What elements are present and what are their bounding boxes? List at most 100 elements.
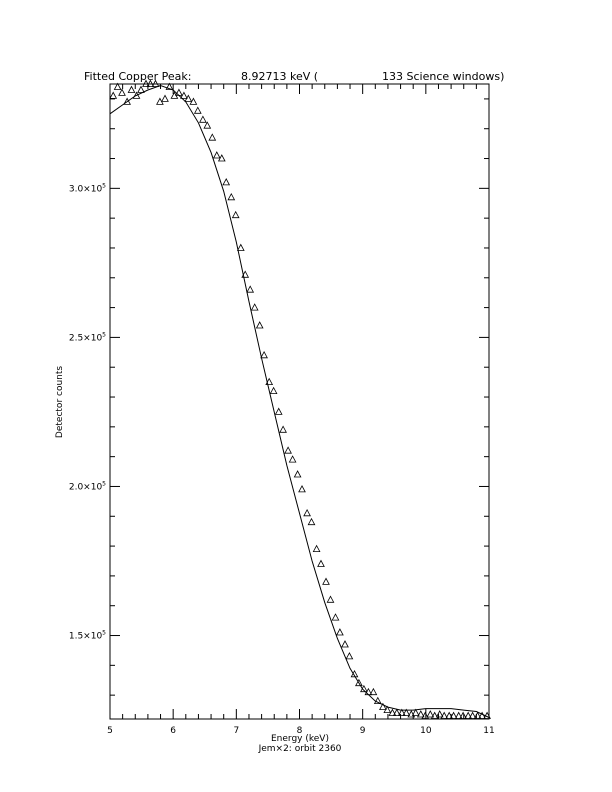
- data-point: [255, 321, 264, 329]
- data-point: [137, 85, 145, 93]
- data-point: [369, 687, 378, 696]
- data-point: [473, 711, 482, 719]
- chart-title-right: 133 Science windows): [382, 70, 504, 83]
- data-point: [227, 192, 236, 201]
- data-point: [288, 455, 297, 463]
- y-tick-label: 2.0×105: [69, 480, 106, 492]
- data-point: [189, 97, 198, 105]
- data-point: [322, 577, 330, 585]
- data-point: [307, 517, 316, 526]
- data-point: [355, 678, 363, 687]
- data-point: [350, 669, 359, 678]
- y-tick-label: 1.5×105: [69, 630, 106, 642]
- data-point: [118, 88, 126, 96]
- data-point: [326, 595, 335, 603]
- data-point: [113, 82, 122, 90]
- data-point: [151, 79, 160, 87]
- data-point: [464, 711, 473, 719]
- chart-title-left: Fitted Copper Peak:: [84, 70, 191, 83]
- data-point: [331, 613, 340, 621]
- x-tick-label: 6: [170, 726, 176, 736]
- data-point: [142, 79, 150, 87]
- data-point: [203, 121, 212, 129]
- data-point: [165, 82, 174, 90]
- data-point: [373, 696, 382, 704]
- fit-line: [109, 84, 490, 718]
- data-point: [478, 711, 486, 719]
- data-point: [303, 508, 311, 517]
- x-tick-label: 9: [360, 726, 366, 736]
- data-point: [388, 708, 397, 716]
- data-point: [360, 684, 368, 693]
- data-point: [449, 711, 458, 719]
- data-point: [146, 79, 155, 87]
- data-point: [241, 270, 250, 278]
- data-point: [379, 702, 387, 710]
- data-point: [397, 708, 406, 716]
- chart-title-value: 8.92713 keV (: [241, 70, 318, 83]
- data-point: [175, 88, 183, 96]
- data-point: [222, 178, 231, 186]
- data-point: [483, 711, 491, 719]
- data-point: [341, 640, 349, 648]
- chart-title: Fitted Copper Peak: 8.92713 keV ( 133 Sc…: [84, 70, 504, 83]
- footer-label: Jem×2: orbit 2360: [258, 744, 342, 754]
- data-point: [421, 711, 430, 719]
- data-point: [236, 243, 245, 251]
- data-point: [430, 711, 439, 719]
- data-point: [217, 154, 226, 162]
- x-axis-label: Energy (keV): [271, 734, 329, 744]
- data-point: [265, 377, 274, 386]
- plot-area: [109, 79, 491, 719]
- data-point: [231, 210, 240, 219]
- y-tick-label: 2.5×105: [69, 331, 106, 343]
- data-point: [109, 91, 118, 99]
- x-tick-label: 7: [233, 726, 239, 736]
- data-point: [459, 711, 467, 719]
- data-point: [127, 85, 136, 93]
- data-point: [364, 687, 373, 696]
- data-point: [392, 708, 401, 716]
- data-point: [246, 285, 255, 293]
- x-tick-label: 11: [483, 726, 494, 736]
- y-tick-label: 3.0×105: [69, 182, 106, 194]
- data-point: [199, 115, 207, 123]
- data-point: [161, 94, 169, 102]
- data-point: [123, 97, 131, 105]
- data-point: [208, 133, 217, 141]
- data-point: [435, 710, 444, 718]
- data-point: [293, 470, 302, 478]
- data-point: [274, 407, 283, 415]
- data-point: [336, 628, 344, 636]
- x-tick-label: 8: [297, 726, 303, 736]
- data-point: [260, 350, 268, 359]
- data-point: [284, 446, 292, 454]
- data-point: [212, 151, 221, 159]
- y-axis-label: Detector counts: [55, 366, 65, 438]
- data-point: [426, 710, 435, 718]
- data-point: [345, 652, 354, 660]
- data-point: [454, 711, 463, 719]
- data-point: [269, 386, 278, 395]
- data-point: [184, 94, 193, 102]
- data-point: [279, 425, 287, 433]
- data-point: [440, 711, 449, 719]
- data-point: [468, 711, 477, 719]
- data-point: [298, 485, 306, 493]
- data-point: [180, 91, 188, 99]
- data-point: [312, 544, 321, 552]
- data-point: [416, 710, 425, 718]
- data-point: [402, 708, 411, 716]
- axes: 5 6 7 8 9 10 11 1.5×105 2.0×105 2.5×105 3.0×105: [69, 83, 495, 736]
- data-point: [250, 303, 259, 311]
- data-point: [317, 559, 325, 567]
- data-point: [193, 106, 202, 114]
- plot-frame: [109, 83, 490, 720]
- data-point: [132, 91, 141, 99]
- data-point: [411, 708, 420, 716]
- x-tick-label: 10: [420, 726, 432, 736]
- data-point: [445, 711, 454, 719]
- data-point: [383, 705, 392, 713]
- x-tick-label: 5: [107, 726, 113, 736]
